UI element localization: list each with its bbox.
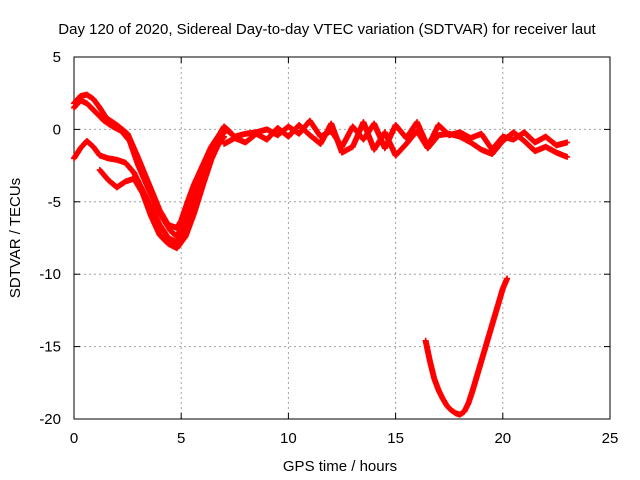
y-axis-label: SDTVAR / TECUs [7, 178, 24, 298]
x-tick-label-0: 0 [70, 430, 78, 447]
data-point [504, 275, 511, 282]
axis-ticks: 0 5 10 15 20 25 5 0 -5 -10 -15 -20 [39, 49, 618, 447]
x-tick-label-5: 25 [602, 430, 619, 447]
x-tick-label-3: 15 [387, 430, 404, 447]
data-series [71, 91, 571, 418]
data-point [564, 139, 571, 146]
x-tick-label-4: 20 [494, 430, 511, 447]
y-tick-label-0: 5 [53, 49, 61, 66]
series-track-g [422, 275, 511, 418]
x-tick-label-1: 5 [177, 430, 185, 447]
y-tick-label-2: -5 [48, 194, 61, 211]
y-tick-label-5: -20 [39, 411, 61, 428]
y-tick-label-1: 0 [53, 121, 61, 138]
data-point [564, 153, 571, 160]
series-track-f [221, 119, 571, 160]
series-track-d [96, 137, 223, 252]
y-tick-label-3: -10 [39, 266, 61, 283]
chart-title: Day 120 of 2020, Sidereal Day-to-day VTE… [58, 21, 596, 38]
data-point [216, 137, 223, 144]
x-axis-label: GPS time / hours [283, 458, 397, 475]
plot-frame [73, 56, 611, 420]
x-tick-label-2: 10 [280, 430, 297, 447]
y-tick-label-4: -15 [39, 339, 61, 356]
grid [74, 57, 610, 419]
